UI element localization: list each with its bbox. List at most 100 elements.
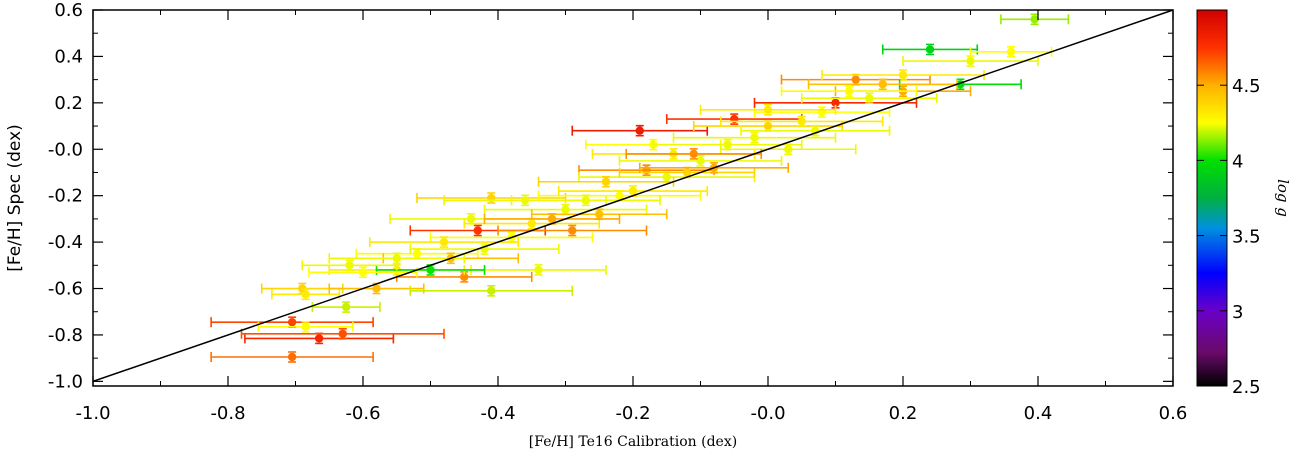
data-point xyxy=(470,264,607,276)
y-tick-label: -0.0 xyxy=(48,139,83,160)
point-marker xyxy=(844,87,854,96)
data-point xyxy=(578,164,715,176)
x-tick-label: -1.0 xyxy=(75,403,110,424)
point-marker xyxy=(439,237,449,247)
colorbar-tick-label: 4 xyxy=(1232,151,1243,172)
colorbar-axis: 2.5 3 3.5 4 4.5 xyxy=(1197,76,1261,398)
point-marker xyxy=(568,226,577,235)
point-marker xyxy=(460,272,469,282)
point-marker xyxy=(628,186,638,196)
point-marker xyxy=(338,329,347,338)
x-tick-label: -0.8 xyxy=(210,403,245,424)
point-marker xyxy=(392,254,401,263)
data-point xyxy=(753,106,891,118)
y-tick-label: 0.2 xyxy=(54,93,83,114)
data-point xyxy=(780,73,931,86)
point-marker xyxy=(878,80,887,89)
colorbar-tick-label: 3.5 xyxy=(1232,227,1261,248)
point-marker xyxy=(301,290,310,299)
data-points xyxy=(210,13,1070,363)
point-marker xyxy=(851,75,860,84)
point-marker xyxy=(763,121,773,131)
data-point xyxy=(665,113,803,125)
data-point xyxy=(969,45,1053,58)
colorbar-tick-label: 4.5 xyxy=(1232,76,1261,97)
point-marker xyxy=(581,196,590,205)
x-tick-label: -0.6 xyxy=(345,403,380,424)
data-point xyxy=(301,259,398,272)
data-point xyxy=(240,327,445,340)
point-marker xyxy=(534,265,543,275)
point-marker xyxy=(547,214,557,224)
x-tick-label: -0.2 xyxy=(615,403,650,424)
point-marker xyxy=(784,145,793,154)
data-point xyxy=(699,104,837,116)
y-axis: -1.0 -0.8 -0.6 -0.4 -0.2 -0.0 0.2 0.4 0.6 xyxy=(48,0,1173,392)
point-marker xyxy=(601,177,611,186)
point-marker xyxy=(898,70,908,80)
x-tick-label: -0.0 xyxy=(750,403,785,424)
one-to-one-line xyxy=(92,9,1174,383)
point-marker xyxy=(750,133,759,142)
y-axis-title: [Fe/H] Spec (dex) xyxy=(5,124,25,272)
data-point xyxy=(618,155,783,167)
colorbar xyxy=(1196,9,1228,387)
data-point xyxy=(244,332,395,345)
point-marker xyxy=(372,284,381,293)
point-marker xyxy=(341,302,351,312)
y-tick-label: 0.6 xyxy=(54,0,83,21)
data-point xyxy=(537,175,675,188)
point-marker xyxy=(314,334,324,343)
data-point xyxy=(210,316,374,328)
point-marker xyxy=(287,317,297,327)
point-marker xyxy=(358,268,368,277)
data-point xyxy=(409,285,574,297)
y-tick-label: -0.8 xyxy=(48,325,83,346)
point-marker xyxy=(682,168,692,177)
point-marker xyxy=(301,322,310,332)
data-point xyxy=(409,224,547,237)
point-marker xyxy=(1030,15,1039,24)
point-marker xyxy=(763,105,773,115)
data-point xyxy=(328,252,466,265)
data-point xyxy=(271,288,341,301)
data-point xyxy=(375,264,486,276)
point-marker xyxy=(662,172,671,182)
data-point xyxy=(1000,13,1070,26)
data-point xyxy=(311,301,381,313)
point-marker xyxy=(615,191,624,200)
point-marker xyxy=(925,45,935,54)
data-point xyxy=(368,236,520,248)
data-point xyxy=(719,115,884,128)
point-marker xyxy=(723,140,732,149)
point-marker xyxy=(345,261,354,270)
data-point xyxy=(719,143,857,156)
point-marker xyxy=(865,93,874,103)
data-point xyxy=(510,194,661,207)
x-axis: -1.0 -0.8 -0.6 -0.4 -0.2 -0.0 0.2 0.4 0.6 xyxy=(75,10,1187,424)
data-point xyxy=(257,321,354,333)
data-point xyxy=(571,124,709,137)
point-marker xyxy=(287,352,297,362)
point-marker xyxy=(487,286,496,296)
point-marker xyxy=(831,98,840,108)
data-point xyxy=(210,351,374,363)
data-point xyxy=(537,189,702,202)
colorbar-tick-label: 3 xyxy=(1232,302,1243,323)
x-tick-label: 0.6 xyxy=(1159,403,1188,424)
y-tick-label: -0.2 xyxy=(48,186,83,207)
x-tick-label: -0.4 xyxy=(480,403,515,424)
y-tick-label: 0.4 xyxy=(54,46,83,67)
y-tick-label: -0.4 xyxy=(48,232,83,253)
point-marker xyxy=(966,56,975,66)
data-point xyxy=(652,138,803,151)
data-point xyxy=(416,192,567,204)
point-marker xyxy=(466,214,476,224)
point-marker xyxy=(1006,47,1016,56)
point-marker xyxy=(696,156,705,166)
point-marker xyxy=(635,126,644,135)
data-point xyxy=(497,224,648,237)
data-point xyxy=(902,55,1039,67)
